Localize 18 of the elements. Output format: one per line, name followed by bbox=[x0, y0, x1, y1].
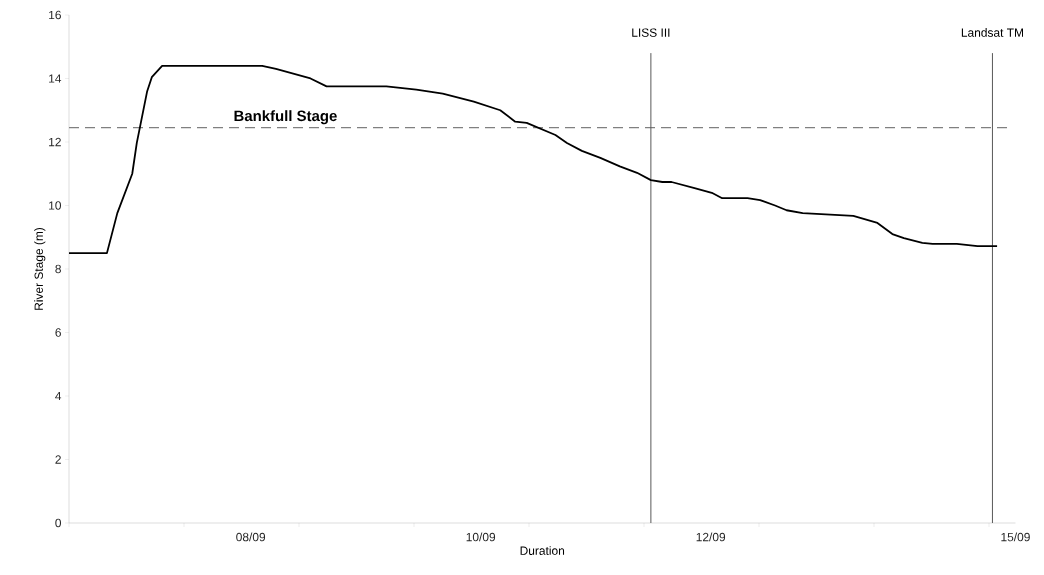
ref-line-label: Bankfull Stage bbox=[234, 110, 337, 125]
x-tick-label: 15/09 bbox=[1001, 532, 1030, 542]
y-axis-title: River Stage (m) bbox=[34, 227, 46, 310]
x-axis-title: Duration bbox=[520, 546, 565, 555]
y-tick-label: 16 bbox=[49, 10, 61, 20]
y-tick-label: 14 bbox=[49, 74, 62, 83]
ref-line-label: Landsat TM bbox=[961, 28, 1023, 37]
x-tick-label: 08/09 bbox=[236, 532, 266, 542]
ref-line-label: LISS III bbox=[632, 28, 670, 37]
y-tick-label: 4 bbox=[55, 391, 62, 401]
x-tick-label: 10/09 bbox=[466, 532, 496, 542]
y-tick-label: 10 bbox=[49, 201, 62, 210]
y-tick-label: 12 bbox=[49, 137, 61, 147]
x-tick-label: 12/09 bbox=[696, 532, 726, 542]
y-tick-label: 2 bbox=[55, 455, 61, 464]
y-tick-label: 6 bbox=[55, 328, 61, 337]
y-tick-label: 0 bbox=[55, 518, 62, 528]
y-tick-label: 8 bbox=[55, 264, 61, 274]
